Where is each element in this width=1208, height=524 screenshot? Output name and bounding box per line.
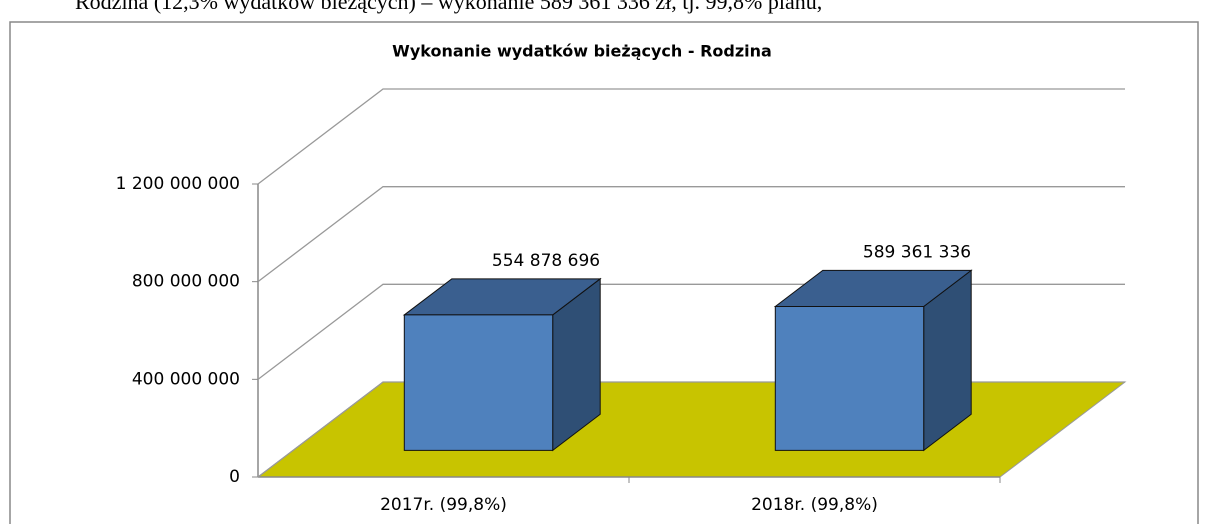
grid-line — [257, 88, 1125, 185]
data-label: 589 361 336 — [863, 242, 971, 262]
y-tick-label: 800 000 000 — [132, 272, 240, 292]
x-tick-label: 2017r. (99,8%) — [380, 495, 507, 515]
y-tick-label: 400 000 000 — [132, 369, 240, 389]
bar — [403, 314, 554, 451]
y-tick-label: 1 200 000 000 — [116, 174, 240, 194]
x-tick-label: 2018r. (99,8%) — [751, 495, 878, 515]
y-tick-label: 0 — [229, 467, 240, 487]
caption: Rodzina (12,3% wydatków bieżących) – wyk… — [75, 0, 822, 14]
floor — [256, 381, 1127, 478]
bar — [774, 305, 925, 451]
data-label: 554 878 696 — [492, 251, 600, 271]
chart-title: Wykonanie wydatków bieżących - Rodzina — [392, 42, 772, 61]
grid-line — [257, 186, 1125, 283]
